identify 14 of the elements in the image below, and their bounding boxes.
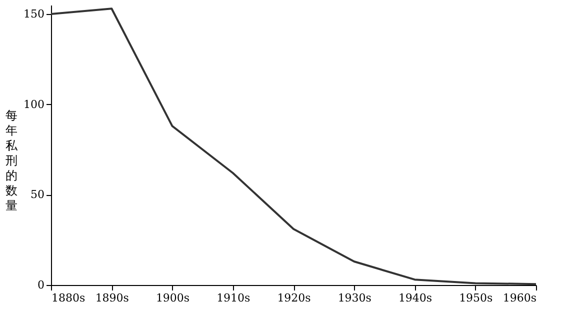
y-tick-label: 150 xyxy=(24,8,44,21)
y-tick-label: 0 xyxy=(38,278,44,292)
x-tick-label: 1900s xyxy=(156,292,190,304)
x-tick-label: 1950s xyxy=(459,292,494,304)
x-tick-label: 1890s xyxy=(95,292,130,304)
x-tick-label: 1960s xyxy=(502,292,537,304)
y-tick-label: 50 xyxy=(30,188,44,202)
x-tick-label: 1940s xyxy=(398,292,432,304)
x-tick-label: 1880s xyxy=(52,292,86,304)
x-tick-label: 1930s xyxy=(338,292,372,304)
x-tick-label: 1910s xyxy=(216,292,251,304)
x-tick-label: 1920s xyxy=(277,292,312,304)
y-tick-label: 100 xyxy=(24,98,44,111)
y-axis-title: 每年私刑的数量 xyxy=(6,108,18,212)
